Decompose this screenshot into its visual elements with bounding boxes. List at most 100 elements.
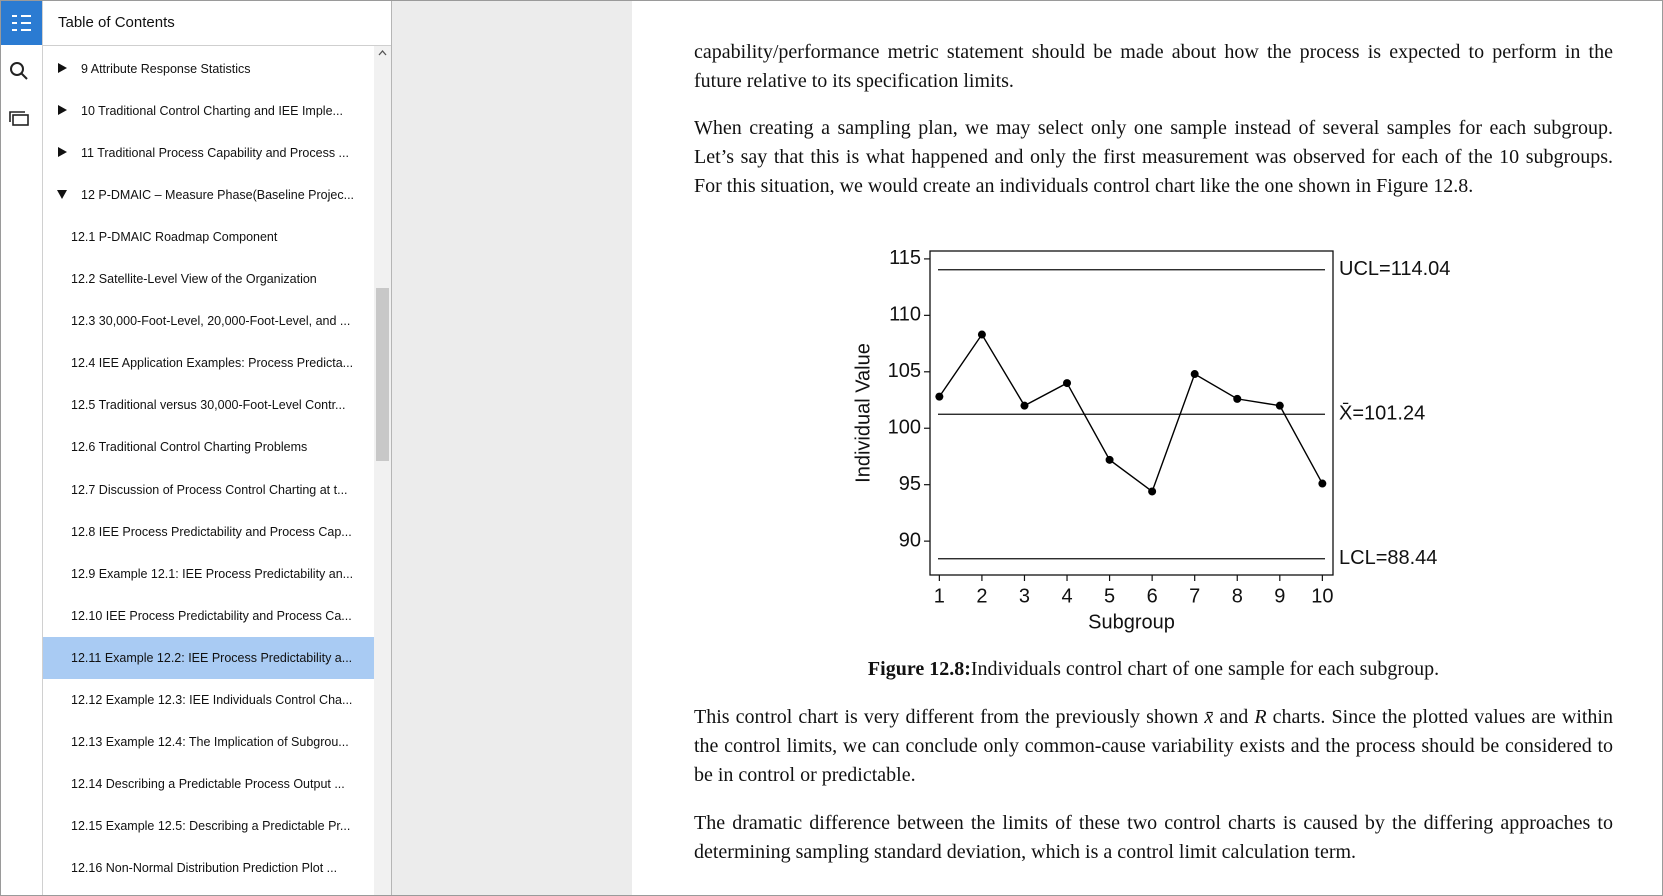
toc-item[interactable]: 12.12 Example 12.3: IEE Individuals Cont… [43, 679, 374, 721]
toc-item[interactable]: 12.8 IEE Process Predictability and Proc… [43, 511, 374, 553]
toc-item[interactable]: 12.16 Non-Normal Distribution Prediction… [43, 847, 374, 889]
toc-label: 12.7 Discussion of Process Control Chart… [71, 482, 348, 497]
y-tick-label: 95 [899, 473, 921, 495]
text: x̄ [1204, 706, 1214, 728]
toc-item[interactable]: 12.6 Traditional Control Charting Proble… [43, 426, 374, 468]
toc-label: 12.5 Traditional versus 30,000-Foot-Leve… [71, 398, 346, 413]
toc-item[interactable]: 12.4 IEE Application Examples: Process P… [43, 342, 374, 384]
data-point [1063, 379, 1072, 388]
caption-label: Figure 12.8: [867, 658, 971, 680]
series-line [938, 333, 1323, 493]
x-tick-label: 6 [1147, 585, 1158, 607]
toc-item[interactable]: 12 P-DMAIC – Measure Phase(Baseline Proj… [43, 174, 374, 216]
control-line-label: UCL=114.04 [1339, 258, 1450, 280]
toc-label: 9 Attribute Response Statistics [81, 62, 251, 76]
text: The dramatic difference between the limi… [694, 812, 1613, 863]
toc-title: Table of Contents [43, 1, 391, 46]
toc-label: 12.8 IEE Process Predictability and Proc… [71, 524, 352, 539]
toc-item[interactable]: 12.1 P-DMAIC Roadmap Component [43, 216, 374, 258]
x-tick-label: 1 [934, 585, 945, 607]
toc-label: 12.12 Example 12.3: IEE Individuals Cont… [71, 692, 353, 707]
paragraph: The dramatic difference between the limi… [694, 809, 1613, 867]
panels-button[interactable] [9, 111, 29, 126]
toc-label: 12.6 Traditional Control Charting Proble… [71, 440, 308, 455]
y-tick-label: 110 [889, 304, 921, 326]
paragraph: When creating a sampling plan, we may se… [694, 114, 1613, 201]
toc-item[interactable]: 12.9 Example 12.1: IEE Process Predictab… [43, 553, 374, 595]
data-point [1105, 455, 1114, 464]
toc-panel: Table of Contents 9 Attribute Response S… [43, 1, 392, 895]
toc-label: 12.14 Describing a Predictable Process O… [71, 776, 345, 791]
toc-label: 12.1 P-DMAIC Roadmap Component [71, 230, 278, 245]
y-tick-label: 115 [889, 247, 921, 269]
expand-toggle[interactable] [56, 188, 68, 200]
y-tick-label: 100 [888, 417, 921, 439]
toc-item[interactable]: 12.14 Describing a Predictable Process O… [43, 763, 374, 805]
toc-item[interactable]: 9 Attribute Response Statistics [43, 48, 374, 90]
toc-item[interactable]: 12.7 Discussion of Process Control Chart… [43, 469, 374, 511]
toc-label: 12.15 Example 12.5: Describing a Predict… [71, 818, 351, 833]
toc-label: 12.3 30,000-Foot-Level, 20,000-Foot-Leve… [71, 314, 351, 329]
toc-item[interactable]: 12.5 Traditional versus 30,000-Foot-Leve… [43, 384, 374, 426]
expand-toggle[interactable] [56, 62, 68, 74]
toc-label: 12 P-DMAIC – Measure Phase(Baseline Proj… [81, 188, 355, 203]
data-point [1318, 479, 1327, 488]
text: When creating a sampling plan, we may se… [694, 117, 1613, 197]
toc-label: 12.10 IEE Process Predictability and Pro… [71, 608, 352, 623]
control-line-label: LCL=88.44 [1339, 547, 1437, 569]
scroll-thumb[interactable] [376, 288, 389, 461]
text: R [1254, 706, 1267, 728]
toc-list: 9 Attribute Response Statistics 10 Tradit… [43, 46, 374, 895]
x-tick-label: 10 [1311, 585, 1333, 607]
rail-icons [1, 1, 42, 126]
caption-text: Individuals control chart of one sample … [970, 658, 1440, 680]
toc-label: 10 Traditional Control Charting and IEE … [81, 104, 343, 119]
toc-icon [12, 15, 31, 31]
toc-label: 12.2 Satellite-Level View of the Organiz… [71, 272, 317, 287]
text: charts. Since the plotted values are wit… [694, 706, 1613, 786]
x-tick-label: 2 [976, 585, 987, 607]
text: and [1213, 706, 1255, 728]
toc-item[interactable]: 12.15 Example 12.5: Describing a Predict… [43, 805, 374, 847]
toc-item[interactable]: 12.2 Satellite-Level View of the Organiz… [43, 258, 374, 300]
x-tick-label: 5 [1104, 585, 1115, 607]
data-point [977, 330, 986, 339]
document-page: capability/performance metric statement … [632, 1, 1662, 895]
toc-item[interactable]: 12.13 Example 12.4: The Implication of S… [43, 721, 374, 763]
text: This control chart is very different fro… [694, 706, 1205, 728]
expand-toggle[interactable] [56, 146, 68, 158]
toc-label: 12.9 Example 12.1: IEE Process Predictab… [71, 566, 354, 581]
gutter [392, 1, 632, 895]
scroll-up[interactable] [374, 46, 391, 60]
data-point [1275, 401, 1284, 410]
toc-label: 12.16 Non-Normal Distribution Prediction… [71, 860, 338, 875]
toc-label: 11 Traditional Process Capability and Pr… [81, 146, 349, 161]
toc-item[interactable]: 12.3 30,000-Foot-Level, 20,000-Foot-Leve… [43, 300, 374, 342]
toc-label: 12.11 Example 12.2: IEE Process Predicta… [71, 650, 353, 665]
toc-item[interactable]: 12.10 IEE Process Predictability and Pro… [43, 595, 374, 637]
toc-label: 12.4 IEE Application Examples: Process P… [71, 356, 354, 371]
toc-item[interactable]: 10 Traditional Control Charting and IEE … [43, 90, 374, 132]
figure-chart: 90 95 100 105 110 115 1 2 3 4 5 6 7 8 9 10 Subgroup Indiv… [852, 247, 1450, 633]
control-line-label: X̄=101.24 [1339, 401, 1425, 424]
y-tick-label: 90 [899, 529, 921, 551]
toc-label: 12.13 Example 12.4: The Implication of S… [71, 734, 349, 749]
paragraph: capability/performance metric statement … [694, 38, 1613, 96]
x-tick-label: 8 [1232, 585, 1243, 607]
scrollbar[interactable] [374, 46, 391, 895]
data-point [935, 392, 944, 401]
toc-item[interactable]: 12.11 Example 12.2: IEE Process Predicta… [43, 636, 374, 679]
toc-item[interactable]: 11 Traditional Process Capability and Pr… [43, 132, 374, 174]
triangle [58, 63, 67, 73]
x-axis-title: Subgroup [1088, 611, 1175, 633]
x-tick-label: 9 [1274, 585, 1285, 607]
expand-toggle[interactable] [56, 104, 68, 116]
y-axis-title: Individual Value [852, 343, 874, 483]
figure-caption: Figure 12.8:Individuals control chart of… [694, 655, 1613, 684]
data-point [1020, 401, 1029, 410]
search-button[interactable] [10, 62, 28, 80]
triangle [58, 105, 67, 116]
data-point [1148, 487, 1157, 496]
triangle [58, 147, 67, 158]
